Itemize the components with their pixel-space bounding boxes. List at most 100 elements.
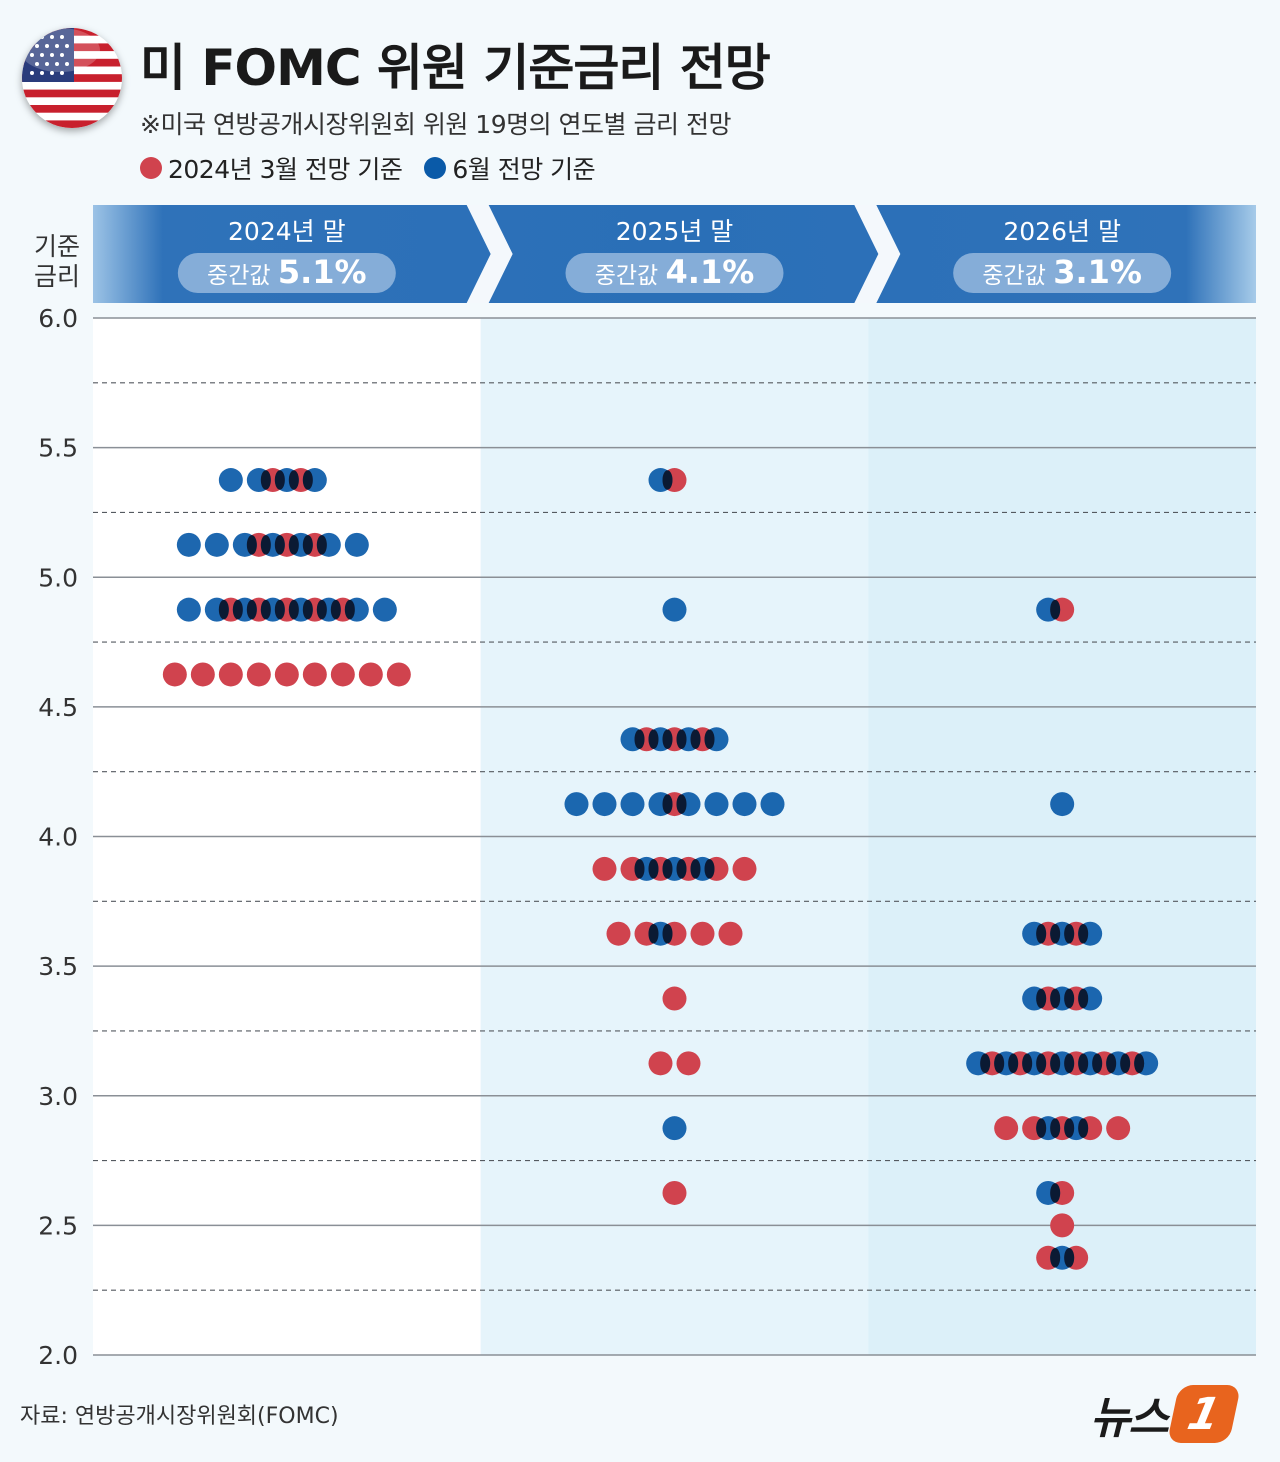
dot-overlap	[1064, 988, 1075, 1009]
legend-june-label: 6월 전망 기준	[452, 155, 596, 184]
y-tick-label: 4.0	[38, 823, 78, 852]
median-text: 중간값 4.1%	[595, 253, 755, 291]
dot-june	[204, 532, 229, 557]
dot-june	[372, 597, 397, 622]
median-value: 3.1%	[1053, 253, 1142, 291]
legend-item-june: 6월 전망 기준	[424, 150, 596, 186]
dot-overlap	[1064, 1053, 1075, 1074]
dot-march	[648, 1051, 673, 1076]
dot-march	[732, 856, 757, 881]
dot-march	[662, 986, 687, 1011]
dot-march	[1106, 1116, 1131, 1141]
dot-overlap	[316, 535, 327, 555]
y-tick-label: 2.5	[38, 1211, 78, 1240]
median-label: 중간값	[207, 263, 278, 289]
dot-overlap	[704, 859, 715, 879]
dot-june	[662, 597, 687, 622]
dot-march	[592, 856, 617, 881]
dot-overlap	[1092, 1053, 1103, 1074]
dot-overlap	[1008, 1053, 1019, 1074]
dot-overlap	[1064, 923, 1075, 944]
dot-overlap	[980, 1053, 991, 1074]
dot-overlap	[1078, 1118, 1089, 1138]
dot-overlap	[676, 859, 687, 879]
dot-march	[330, 662, 355, 687]
dot-overlap	[634, 729, 645, 750]
dot-overlap	[676, 729, 687, 750]
y-tick-label: 3.0	[38, 1082, 78, 1111]
legend: 2024년 3월 전망 기준 6월 전망 기준	[140, 150, 617, 186]
dot-overlap	[260, 535, 271, 555]
median-value: 4.1%	[666, 253, 755, 291]
dot-overlap	[662, 729, 673, 750]
dot-overlap	[1050, 1248, 1061, 1268]
dot-june	[218, 468, 243, 493]
dot-march	[662, 1180, 687, 1205]
dot-overlap	[676, 794, 687, 814]
dot-june	[344, 532, 369, 557]
dot-overlap	[288, 535, 299, 555]
dot-march	[218, 662, 243, 687]
dot-june	[1050, 792, 1075, 817]
dot-overlap	[274, 470, 285, 490]
dot-overlap	[302, 599, 313, 620]
dot-overlap	[634, 859, 645, 879]
chevron-separator-1	[466, 205, 513, 303]
dot-overlap	[1036, 988, 1047, 1009]
dot-overlap	[246, 535, 257, 555]
dot-overlap	[274, 535, 285, 555]
median-pill	[953, 253, 1172, 293]
dot-june	[732, 792, 757, 817]
median-label: 중간값	[982, 263, 1053, 289]
category-label: 2026년 말	[1003, 217, 1121, 246]
dot-overlap	[1078, 988, 1089, 1009]
legend-june-swatch	[424, 157, 447, 179]
dot-overlap	[232, 599, 243, 620]
dot-overlap	[1134, 1053, 1145, 1074]
dot-overlap	[704, 729, 715, 750]
dot-overlap	[302, 470, 313, 490]
median-pill	[177, 253, 396, 293]
dot-march	[690, 921, 715, 946]
dot-march	[302, 662, 327, 687]
dot-overlap	[330, 599, 341, 620]
dot-overlap	[1106, 1053, 1117, 1074]
dot-overlap	[662, 923, 673, 944]
dot-march	[676, 1051, 701, 1076]
dot-march	[386, 662, 411, 687]
dot-overlap	[288, 599, 299, 620]
logo-badge: 1	[1166, 1385, 1242, 1443]
category-label: 2024년 말	[228, 217, 346, 246]
dot-march	[1050, 1213, 1075, 1238]
dot-overlap	[1050, 988, 1061, 1009]
dot-overlap	[1064, 1248, 1075, 1268]
dot-overlap	[1050, 1183, 1061, 1203]
median-text: 중간값 3.1%	[982, 253, 1142, 291]
y-tick-label: 5.0	[38, 563, 78, 592]
dot-june	[620, 792, 645, 817]
dot-march	[358, 662, 383, 687]
legend-march-label: 2024년 3월 전망 기준	[168, 155, 403, 184]
dot-march	[162, 662, 187, 687]
dot-march	[994, 1116, 1019, 1141]
dot-overlap	[1078, 1053, 1089, 1074]
dot-june	[564, 792, 589, 817]
dot-march	[274, 662, 299, 687]
y-tick-label: 3.5	[38, 952, 78, 981]
dot-june	[176, 532, 201, 557]
dot-overlap	[662, 470, 673, 490]
dot-june	[592, 792, 617, 817]
dot-overlap	[302, 535, 313, 555]
chevron-separator-2	[854, 205, 901, 303]
dot-overlap	[1050, 1118, 1061, 1138]
dot-overlap	[1036, 1053, 1047, 1074]
dot-overlap	[690, 729, 701, 750]
dot-overlap	[1120, 1053, 1131, 1074]
dot-overlap	[648, 859, 659, 879]
dot-overlap	[1050, 923, 1061, 944]
median-value: 5.1%	[278, 253, 367, 291]
logo-text: 뉴스	[1090, 1393, 1169, 1444]
median-text: 중간값 5.1%	[207, 253, 367, 291]
dot-overlap	[1050, 599, 1061, 620]
dot-overlap	[648, 923, 659, 944]
